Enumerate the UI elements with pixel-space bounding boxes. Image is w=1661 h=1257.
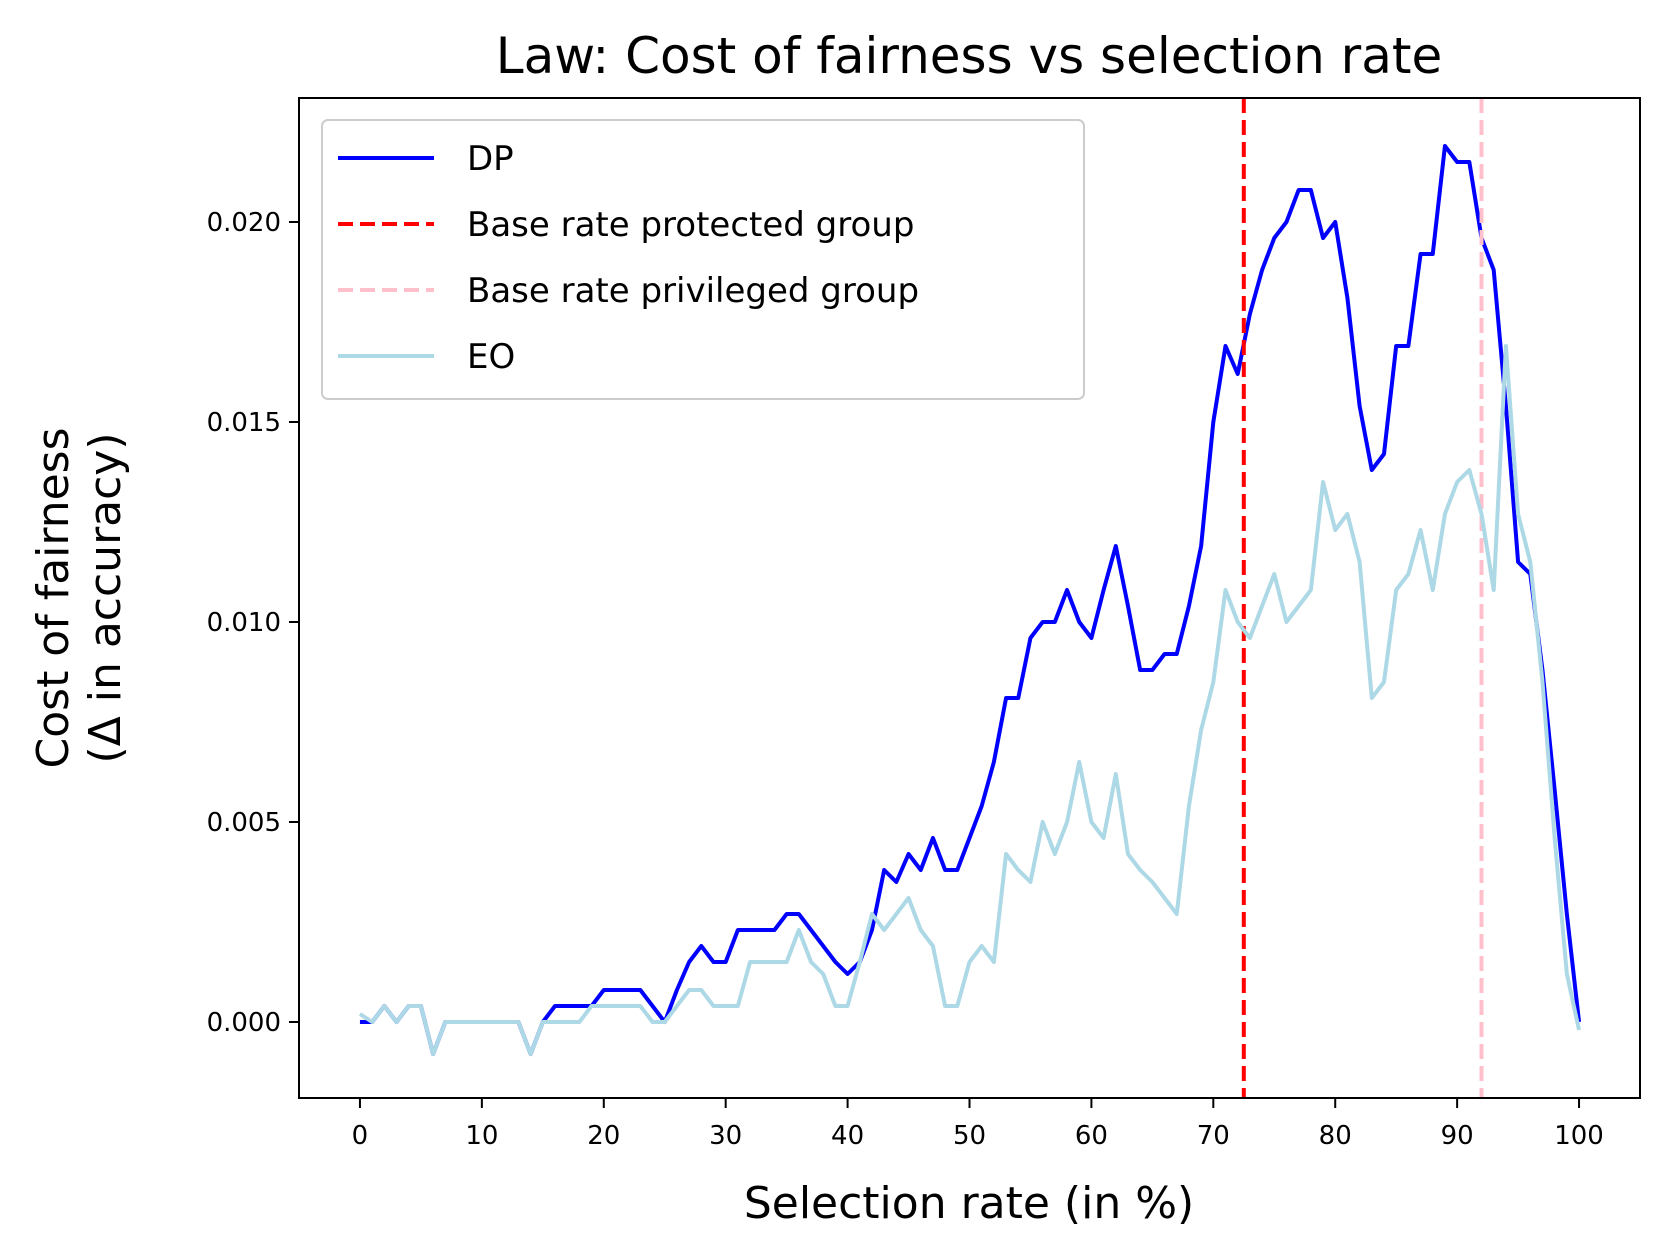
legend-label-eo: EO: [467, 337, 515, 377]
x-tick-label: 20: [587, 1121, 620, 1151]
x-tick-label: 0: [352, 1121, 369, 1151]
x-tick-label: 80: [1319, 1121, 1352, 1151]
legend-label-privileged: Base rate privileged group: [467, 271, 919, 311]
x-tick-label: 50: [953, 1121, 986, 1151]
x-tick-label: 90: [1441, 1121, 1474, 1151]
x-tick-label: 10: [465, 1121, 498, 1151]
x-tick-label: 100: [1554, 1121, 1604, 1151]
x-tick-label: 70: [1197, 1121, 1230, 1151]
legend-label-dp: DP: [467, 139, 514, 179]
legend-frame: [321, 119, 1085, 400]
x-tick-label: 60: [1075, 1121, 1108, 1151]
series-line-eo: [358, 344, 1582, 1056]
y-axis-title-line1: Cost of fairness: [28, 428, 79, 769]
x-tick-label: 30: [709, 1121, 742, 1151]
y-tick-label: 0.015: [207, 408, 281, 438]
x-axis-title: Selection rate (in %): [744, 1178, 1194, 1229]
marks-layer: [358, 98, 1582, 1098]
x-tick-label: 40: [831, 1121, 864, 1151]
chart-title: Law: Cost of fairness vs selection rate: [496, 27, 1443, 85]
legend: DP Base rate protected group Base rate p…: [321, 119, 1085, 400]
series-line-dp: [359, 144, 1582, 1056]
ticks-layer: 0 10 20 30 40 50 60 70 80 90 100 0.000 0.005 0.010 0.0…: [207, 208, 1604, 1151]
y-tick-label: 0.000: [207, 1008, 281, 1038]
plot-frame: [298, 97, 1641, 1099]
y-axis-title-group: Cost of fairness (Δ in accuracy): [28, 428, 131, 769]
y-axis-title-line2: (Δ in accuracy): [80, 432, 131, 763]
legend-label-protected: Base rate protected group: [467, 205, 914, 245]
y-tick-label: 0.020: [207, 208, 281, 238]
y-tick-label: 0.010: [207, 608, 281, 638]
y-tick-label: 0.005: [207, 808, 281, 838]
